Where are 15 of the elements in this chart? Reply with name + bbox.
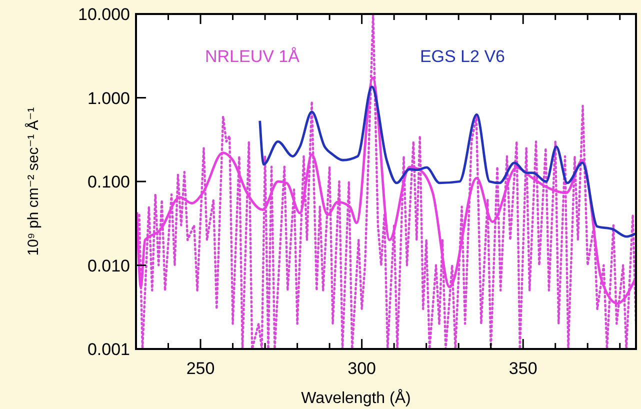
y-tick-label: 0.001 [87, 340, 130, 359]
y-tick-label: 10.000 [78, 5, 130, 24]
y-tick-label: 0.010 [87, 256, 130, 276]
x-tick-label: 350 [508, 359, 538, 378]
line-series [258, 86, 636, 238]
text: NRLEUV 1Å [205, 47, 300, 66]
line-series [138, 12, 636, 349]
y-tick-label: 0.100 [87, 172, 130, 192]
y-tick-label: 1.000 [87, 88, 130, 108]
text: EGS L2 V6 [420, 47, 505, 66]
line-series [136, 76, 636, 305]
y-axis-title: 10⁹ ph cm⁻² sec⁻¹ Å⁻¹ [24, 107, 42, 256]
x-tick-label: 250 [186, 359, 215, 378]
x-axis-title: Wavelength (Å) [301, 389, 411, 407]
x-tick-label: 300 [348, 359, 376, 378]
